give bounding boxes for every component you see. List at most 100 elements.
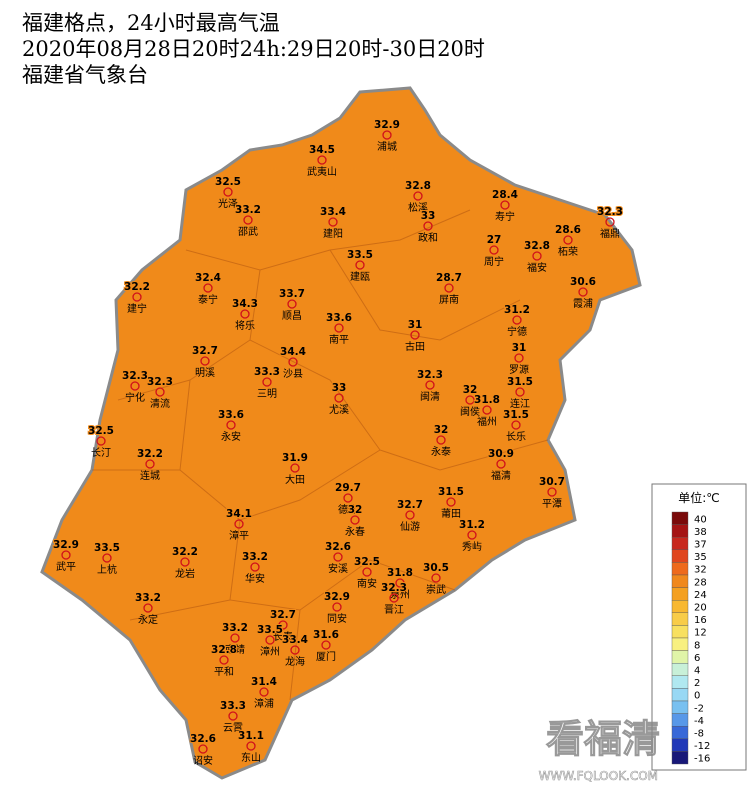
station-marker — [321, 640, 331, 650]
station-value: 31.2 — [459, 519, 485, 531]
legend-tick-label: -12 — [694, 741, 710, 752]
station-name: 长汀 — [91, 447, 111, 459]
legend-swatch — [671, 751, 689, 765]
station-name: 漳州 — [260, 645, 280, 658]
station-name: 沙县 — [283, 368, 303, 380]
station-marker — [436, 435, 446, 445]
station-marker — [290, 645, 300, 655]
station-marker — [431, 573, 441, 583]
station-name: 东山 — [241, 751, 261, 764]
station-marker — [362, 567, 372, 577]
station-marker — [395, 578, 405, 588]
station-name: 宁化 — [125, 391, 145, 404]
station-name: 诏安 — [193, 754, 213, 767]
station-name: 晋江 — [384, 604, 404, 616]
station-value: 34.3 — [232, 298, 258, 310]
station-value: 27 — [487, 234, 502, 246]
station-marker — [130, 381, 140, 391]
station-marker — [334, 323, 344, 333]
station-name: 大田 — [285, 473, 305, 486]
legend-swatch — [671, 650, 689, 664]
station-name: 政和 — [418, 231, 438, 244]
station-value: 33.6 — [326, 312, 352, 324]
station-name: 罗源 — [509, 363, 529, 376]
station-marker — [444, 283, 454, 293]
station-name: 连江 — [510, 397, 530, 410]
station-name: 邵武 — [238, 225, 258, 238]
legend-title: 单位:℃ — [678, 490, 720, 505]
station-value: 32.6 — [325, 541, 351, 553]
station-value: 28.7 — [436, 272, 462, 284]
station-value: 32.7 — [192, 345, 218, 357]
province-shape — [40, 86, 642, 780]
station-value: 32.2 — [137, 448, 163, 460]
legend-swatch — [671, 587, 689, 601]
legend-tick-label: 35 — [694, 552, 707, 563]
station-value: 32.3 — [122, 370, 148, 382]
station-value: 32.5 — [354, 556, 380, 568]
station-marker — [467, 530, 477, 540]
station-value: 33.6 — [218, 409, 244, 421]
station-value: 33.2 — [222, 622, 248, 634]
station-marker — [496, 459, 506, 469]
station-value: 31.6 — [313, 629, 339, 641]
watermark: 看福清 — [546, 717, 660, 761]
station-marker — [482, 405, 492, 415]
station-marker — [410, 330, 420, 340]
station-marker — [203, 283, 213, 293]
legend-tick-label: 20 — [694, 603, 707, 614]
station-marker — [500, 200, 510, 210]
station-name: 厦门 — [316, 650, 336, 663]
legend-swatch — [671, 663, 689, 677]
station-name: 建阳 — [323, 227, 343, 240]
station-value: 31.2 — [504, 304, 530, 316]
station-value: 32.7 — [397, 499, 423, 511]
legend-swatch — [671, 726, 689, 740]
station-marker — [180, 557, 190, 567]
station-name: 永泰 — [431, 445, 451, 458]
station-name: 宁德 — [507, 325, 527, 338]
station-name: 古田 — [405, 340, 425, 353]
station-value: 32.2 — [172, 546, 198, 558]
station-name: 平潭 — [542, 498, 562, 510]
station-name: 平和 — [214, 666, 234, 678]
station-value: 32.4 — [195, 272, 221, 284]
station-name: 仙游 — [400, 520, 420, 533]
station-value: 33.2 — [135, 592, 161, 604]
station-value: 28.4 — [492, 189, 518, 201]
station-marker — [290, 463, 300, 473]
station-marker — [240, 309, 250, 319]
station-marker — [578, 287, 588, 297]
legend-tick-label: 40 — [694, 514, 707, 525]
station-value: 32.6 — [190, 733, 216, 745]
station-value: 34.4 — [280, 346, 306, 358]
station-marker — [278, 620, 288, 630]
station-marker — [547, 487, 557, 497]
station-marker — [132, 292, 142, 302]
station-value: 32.3 — [417, 369, 443, 381]
legend-tick-label: 8 — [694, 640, 700, 651]
station-value: 33.5 — [94, 542, 120, 554]
station-name: 福清 — [491, 469, 511, 482]
legend-tick-label: 2 — [694, 678, 700, 689]
station-marker — [96, 436, 106, 446]
station-name: 将乐 — [235, 320, 255, 332]
station-marker — [332, 602, 342, 612]
station-marker — [405, 510, 415, 520]
station-marker — [246, 741, 256, 751]
station-name: 屏南 — [439, 293, 459, 306]
station-value: 32.3 — [597, 206, 623, 218]
legend-tick-label: 28 — [694, 577, 707, 588]
station-value: 32 — [463, 384, 478, 396]
legend-tick-label: -4 — [694, 716, 704, 727]
station-marker — [226, 420, 236, 430]
legend-tick-label: -8 — [694, 729, 704, 740]
station-value: 29.7 — [335, 482, 361, 494]
station-value: 34.1 — [226, 508, 252, 520]
station-marker — [350, 515, 360, 525]
station-value: 31.8 — [387, 567, 413, 579]
station-marker — [234, 519, 244, 529]
station-name: 武平 — [56, 560, 76, 573]
station-value: 32.5 — [88, 425, 114, 437]
title-line: 2020年08月28日20时24h:29日20时-30日20时 — [22, 37, 485, 61]
